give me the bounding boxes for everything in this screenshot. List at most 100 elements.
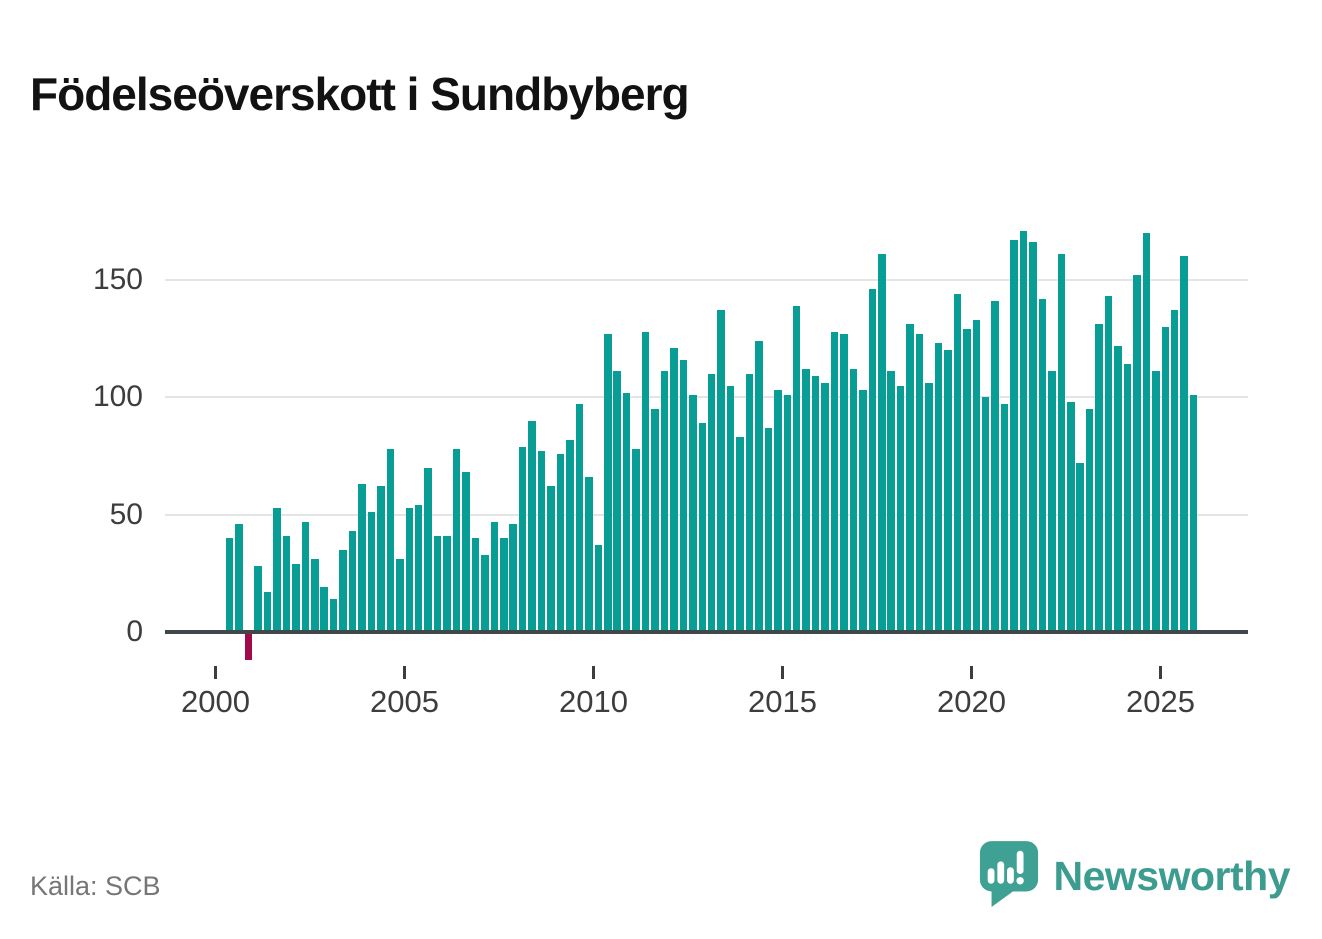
bar-2002Q4 [320,587,328,632]
bar-2022Q3 [1067,401,1075,632]
bar-2010Q4 [622,392,631,632]
bar-2019Q1 [934,343,943,632]
bar-2000Q3 [235,524,243,632]
bar-2003Q1 [329,599,338,632]
bar-2022Q1 [1048,371,1056,632]
bar-2007Q3 [500,538,508,632]
bar-2025Q2 [1170,310,1179,632]
bar-2014Q3 [764,427,773,632]
bar-2015Q2 [792,305,801,632]
bar-2024Q3 [1142,232,1151,632]
bar-2009Q2 [566,439,574,632]
bar-2003Q2 [339,549,347,632]
bar-2024Q1 [1123,364,1132,632]
x-tick-2000 [214,666,217,679]
bar-2018Q2 [906,324,914,632]
bar-2012Q3 [689,394,697,632]
bar-2025Q3 [1180,256,1188,632]
bar-2000Q4 [244,632,253,661]
bar-2024Q4 [1152,371,1160,632]
x-axis-line [165,630,1248,634]
bar-2002Q1 [292,563,300,632]
bar-2008Q2 [528,420,536,632]
bar-2019Q4 [963,329,971,632]
x-axis-label-2010: 2010 [559,684,628,719]
gridline-50 [165,513,1248,516]
bar-2017Q2 [868,289,876,632]
bar-2023Q3 [1104,296,1113,632]
bar-2007Q4 [509,524,517,632]
bar-2023Q2 [1095,324,1103,632]
bar-2021Q3 [1029,242,1037,632]
y-axis-label-100: 100 [92,380,143,414]
brand-name: Newsworthy [1053,852,1291,899]
gridline-150 [165,278,1248,281]
bar-2020Q1 [972,319,980,632]
bar-2016Q4 [849,369,858,632]
bar-2021Q4 [1038,298,1047,632]
bar-2016Q2 [830,331,839,632]
x-axis-label-2005: 2005 [370,684,439,719]
bar-2010Q1 [594,545,602,632]
bar-2023Q1 [1085,408,1094,632]
bar-2015Q3 [802,369,810,632]
bar-2020Q4 [1000,404,1009,632]
bar-2017Q4 [887,371,895,632]
bar-2012Q1 [670,347,678,632]
bar-2002Q3 [311,559,319,632]
bar-2024Q2 [1133,275,1141,632]
x-tick-2005 [403,666,406,679]
bar-2010Q2 [604,333,612,632]
bar-2014Q2 [755,340,763,632]
bar-2007Q1 [481,554,489,632]
bar-2015Q1 [783,394,791,632]
bar-2005Q4 [433,535,442,632]
bar-2003Q4 [358,484,366,632]
bar-2007Q2 [490,521,498,632]
bar-2017Q3 [878,254,886,632]
x-tick-2015 [781,666,784,679]
bar-2013Q2 [717,310,725,632]
bar-2008Q3 [537,451,546,632]
bar-2011Q2 [641,331,650,632]
bar-2008Q4 [547,486,555,632]
bar-2018Q4 [925,383,933,632]
bar-2010Q3 [613,371,621,632]
bar-2011Q3 [651,408,659,632]
bar-2000Q2 [225,538,234,632]
x-axis-label-2000: 2000 [181,684,250,719]
bar-2023Q4 [1114,345,1122,632]
bar-2013Q3 [726,385,735,632]
bar-2005Q1 [405,507,413,632]
y-axis-label-0: 0 [126,615,143,648]
bar-2001Q1 [254,566,262,632]
bar-2003Q3 [348,531,357,632]
bar-2012Q2 [679,359,687,632]
bar-2006Q4 [471,538,480,632]
bar-2017Q1 [859,390,867,632]
bar-2013Q1 [707,373,716,632]
gridline-100 [165,396,1248,399]
bar-2016Q3 [840,333,848,632]
bar-2014Q1 [745,373,754,632]
brand-logo: Newsworthy [978,840,1291,912]
bar-2021Q1 [1010,239,1018,632]
bar-2011Q1 [632,448,640,632]
bar-2022Q4 [1076,462,1084,632]
page-title: Födelseöverskott i Sundbyberg [30,67,690,120]
bar-2011Q4 [660,371,669,632]
bar-2016Q1 [821,383,829,632]
bar-2009Q3 [575,404,584,632]
bar-2006Q3 [462,472,470,632]
bar-2022Q2 [1057,254,1065,632]
x-tick-2020 [970,666,973,679]
bar-2005Q3 [424,467,432,632]
y-axis-label-50: 50 [109,497,143,531]
bar-2006Q2 [452,448,461,632]
bar-2025Q4 [1189,394,1198,632]
bar-2019Q2 [944,350,952,632]
bar-2004Q2 [377,486,385,632]
bar-2025Q1 [1161,326,1169,632]
bar-2020Q2 [981,397,990,632]
